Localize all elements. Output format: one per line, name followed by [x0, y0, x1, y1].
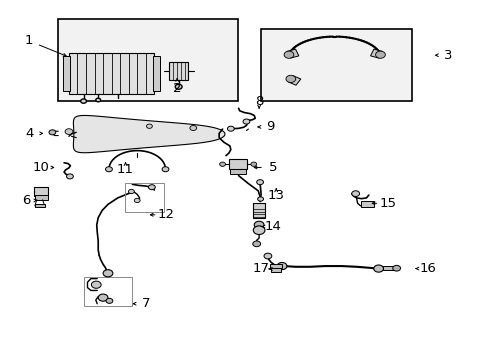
Text: 6: 6 — [22, 194, 30, 207]
Bar — [228, 159, 247, 169]
Circle shape — [98, 294, 108, 301]
Circle shape — [257, 197, 263, 201]
Text: 9: 9 — [265, 121, 274, 134]
Circle shape — [189, 126, 196, 131]
Text: 14: 14 — [264, 220, 281, 233]
Circle shape — [106, 298, 113, 303]
Text: 4: 4 — [26, 127, 34, 140]
Circle shape — [264, 253, 271, 259]
Circle shape — [105, 167, 112, 172]
Text: 15: 15 — [379, 197, 396, 210]
Bar — [153, 55, 160, 91]
Text: 1: 1 — [25, 34, 33, 48]
Text: 12: 12 — [158, 208, 175, 221]
Circle shape — [256, 180, 263, 185]
Bar — [383, 266, 395, 270]
Text: 17: 17 — [252, 262, 268, 275]
Circle shape — [175, 84, 182, 89]
Text: 8: 8 — [254, 95, 263, 108]
Bar — [35, 204, 44, 207]
Bar — [63, 55, 70, 91]
Bar — [83, 277, 132, 306]
Circle shape — [243, 119, 249, 124]
Circle shape — [81, 99, 86, 103]
Circle shape — [91, 281, 101, 288]
Bar — [269, 264, 282, 268]
Text: 5: 5 — [268, 161, 277, 174]
Text: 11: 11 — [117, 163, 134, 176]
Circle shape — [103, 270, 113, 277]
Circle shape — [375, 51, 385, 58]
Bar — [261, 30, 411, 101]
Bar — [58, 19, 237, 101]
Polygon shape — [73, 116, 224, 153]
Circle shape — [392, 265, 400, 271]
Circle shape — [66, 174, 73, 179]
Circle shape — [351, 191, 359, 197]
Circle shape — [65, 129, 73, 134]
Text: 7: 7 — [142, 297, 150, 310]
Circle shape — [254, 221, 264, 228]
Bar — [34, 187, 48, 196]
Circle shape — [277, 262, 286, 270]
Bar — [360, 201, 373, 207]
Circle shape — [285, 75, 295, 82]
Circle shape — [219, 162, 225, 166]
Circle shape — [96, 98, 101, 102]
Circle shape — [250, 162, 256, 166]
Circle shape — [284, 51, 293, 58]
Bar — [253, 203, 265, 218]
Polygon shape — [370, 49, 381, 58]
Bar — [35, 195, 47, 200]
Bar — [168, 62, 188, 80]
Bar — [69, 53, 154, 94]
Circle shape — [252, 241, 260, 247]
Text: 13: 13 — [267, 189, 284, 202]
Circle shape — [148, 185, 155, 190]
Text: 16: 16 — [419, 262, 436, 275]
Bar — [271, 268, 281, 272]
Polygon shape — [288, 76, 300, 85]
Circle shape — [373, 265, 383, 272]
Text: 3: 3 — [443, 49, 452, 62]
Bar — [229, 168, 246, 174]
Circle shape — [227, 126, 234, 131]
Circle shape — [134, 198, 140, 203]
Polygon shape — [287, 49, 298, 58]
Circle shape — [128, 189, 134, 194]
Circle shape — [162, 167, 168, 172]
Circle shape — [253, 226, 264, 234]
Text: 2: 2 — [173, 82, 181, 95]
Text: 10: 10 — [32, 161, 49, 174]
Circle shape — [146, 124, 152, 129]
Bar — [125, 183, 163, 212]
Circle shape — [49, 130, 56, 135]
